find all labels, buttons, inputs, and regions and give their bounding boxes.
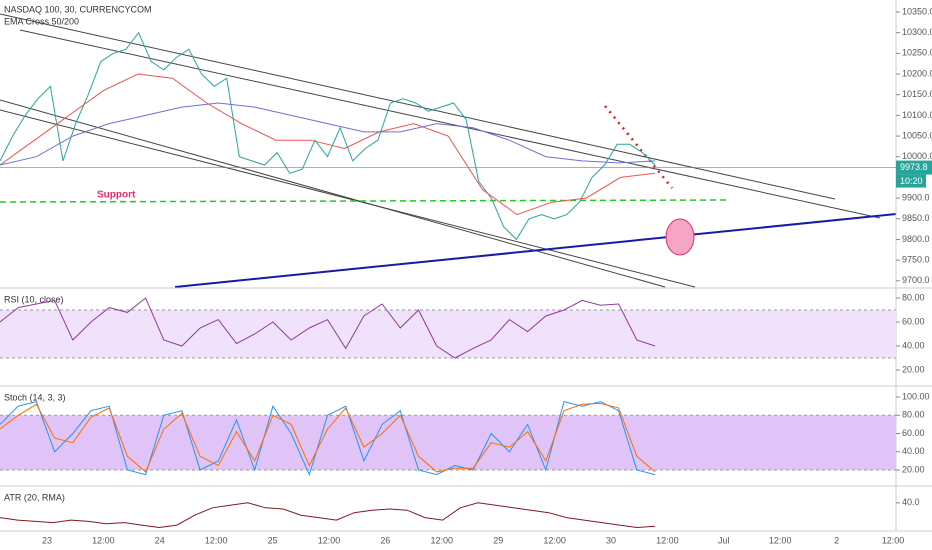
y-tick-label: 60.00 [902,316,925,326]
channel-line [0,13,836,200]
x-tick-label: 24 [155,535,165,545]
x-tick-label: 29 [493,535,503,545]
y-tick-label: 9900.0 [902,192,930,202]
channel-line [0,109,696,288]
y-tick-label: 10250.0 [902,48,932,58]
panel-title: ATR (20, RMA) [4,492,65,502]
x-tick-label: 25 [268,535,278,545]
support-label: Support [97,190,136,201]
channel-line [0,99,666,288]
x-tick-label: 12:00 [543,535,566,545]
x-tick-label: 12:00 [92,535,115,545]
y-tick-label: 40.0 [902,497,920,507]
series-line [0,402,656,473]
band [0,310,896,359]
y-tick-label: 10050.0 [902,130,932,140]
support-line [0,199,731,203]
channel-line [19,29,881,219]
x-tick-label: Jul [718,535,730,545]
x-tick-label: 23 [42,535,52,545]
price-label: 9973.8 [900,162,928,172]
y-tick-label: 80.00 [902,410,925,420]
series-line [0,297,656,359]
y-tick-label: 40.00 [902,340,925,350]
y-tick-label: 20.00 [902,364,925,374]
countdown-label: 10:20 [900,176,923,186]
y-tick-label: 40.00 [902,446,925,456]
y-tick-label: 10200.0 [902,68,932,78]
x-tick-label: 12:00 [882,535,905,545]
panel-title: Stoch (14, 3, 3) [4,392,66,402]
y-tick-label: 10000.0 [902,151,932,161]
x-tick-label: 12:00 [431,535,454,545]
y-tick-label: 10100.0 [902,110,932,120]
series-line [0,102,656,166]
x-tick-label: 12:00 [656,535,679,545]
x-tick-label: 30 [606,535,616,545]
drawings: Support [0,13,897,288]
y-tick-label: 100.00 [902,391,930,401]
y-tick-label: 80.00 [902,292,925,302]
x-tick-label: 2 [834,535,839,545]
countdown-tag [896,174,926,188]
indicator-title: EMA Cross 50/200 [4,16,79,26]
y-tick-label: 20.00 [902,464,925,474]
y-tick-label: 9850.0 [902,213,930,223]
panel-title: RSI (10, close) [4,294,64,304]
series-line [0,73,656,216]
y-tick-label: 9750.0 [902,254,930,264]
chart-title: NASDAQ 100, 30, CURRENCYCOM [4,4,152,14]
x-tick-label: 12:00 [205,535,228,545]
y-tick-label: 60.00 [902,428,925,438]
series-line [0,400,656,477]
y-tick-label: 10350.0 [902,6,932,16]
y-tick-label: 10300.0 [902,27,932,37]
y-tick-label: 9700.0 [902,275,930,285]
y-tick-label: 10150.0 [902,89,932,99]
price-tag [896,160,932,175]
target-zone [665,218,695,256]
y-tick-label: 9800.0 [902,234,930,244]
x-tick-label: 12:00 [769,535,792,545]
x-tick-label: 12:00 [318,535,341,545]
series-line [0,31,656,241]
x-tick-label: 26 [380,535,390,545]
trend-line [174,213,897,288]
series-line [0,502,656,529]
